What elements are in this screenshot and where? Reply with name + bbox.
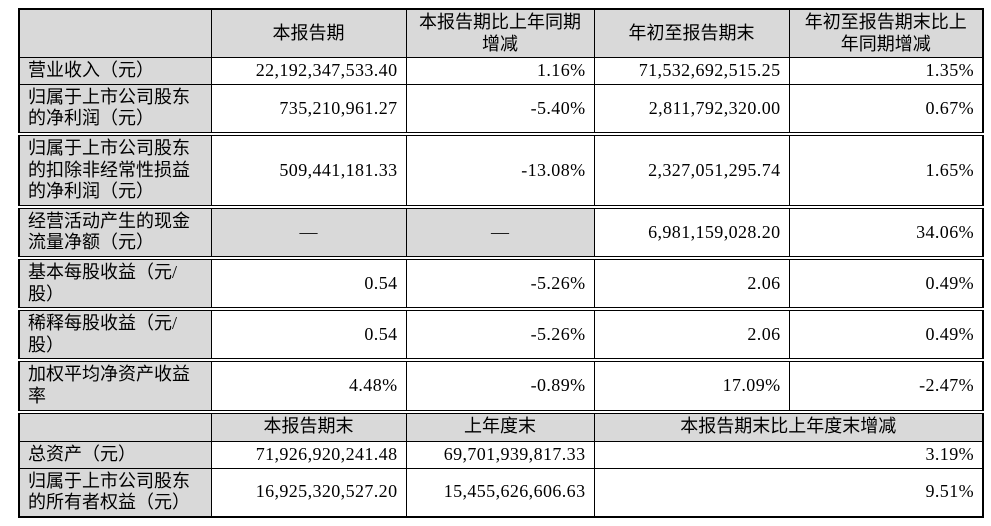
row-label: 归属于上市公司股东的扣除非经常性损益的净利润（元） xyxy=(18,131,212,208)
row-label: 基本每股收益（元/股） xyxy=(18,255,212,310)
value-ytd: 17.09% xyxy=(593,358,790,413)
value-current: 735,210,961.27 xyxy=(210,83,407,135)
value-yoy: -5.26% xyxy=(405,307,595,361)
value-yoy: -0.89% xyxy=(405,358,595,413)
value-ytd-yoy: 1.35% xyxy=(788,57,984,85)
row-label: 稀释每股收益（元/股） xyxy=(18,307,212,361)
value-ytd-yoy: 34.06% xyxy=(788,204,984,259)
table-row-net-profit: 归属于上市公司股东的净利润（元） 735,210,961.27 -5.40% 2… xyxy=(18,83,984,135)
value-ytd: 71,532,692,515.25 xyxy=(593,57,790,85)
value-prior-year-end: 69,701,939,817.33 xyxy=(405,441,595,469)
header-period-end-change: 本报告期末比上年度末增减 xyxy=(593,409,984,442)
value-ytd-yoy: -2.47% xyxy=(788,358,984,413)
table-row-equity: 归属于上市公司股东的所有者权益（元） 16,925,320,527.20 15,… xyxy=(18,467,984,518)
value-current: 509,441,181.33 xyxy=(210,131,407,208)
header-current-period-yoy: 本报告期比上年同期增减 xyxy=(405,8,595,59)
value-change: 3.19% xyxy=(593,441,984,469)
value-current-dash: — xyxy=(210,204,407,259)
table-row-operating-cash-flow: 经营活动产生的现金流量净额（元） — — 6,981,159,028.20 34… xyxy=(18,204,984,259)
row-label: 经营活动产生的现金流量净额（元） xyxy=(18,204,212,259)
value-yoy: -5.40% xyxy=(405,83,595,135)
value-current: 22,192,347,533.40 xyxy=(210,57,407,85)
value-ytd-yoy: 0.67% xyxy=(788,83,984,135)
value-ytd: 2.06 xyxy=(593,255,790,310)
value-ytd-yoy: 1.65% xyxy=(788,131,984,208)
table-row-basic-eps: 基本每股收益（元/股） 0.54 -5.26% 2.06 0.49% xyxy=(18,255,984,310)
value-yoy-dash: — xyxy=(405,204,595,259)
value-yoy: -13.08% xyxy=(405,131,595,208)
table-row-weighted-avg-roe: 加权平均净资产收益率 4.48% -0.89% 17.09% -2.47% xyxy=(18,358,984,413)
table-row-total-assets: 总资产（元） 71,926,920,241.48 69,701,939,817.… xyxy=(18,441,984,469)
value-prior-year-end: 15,455,626,606.63 xyxy=(405,467,595,518)
value-current: 0.54 xyxy=(210,307,407,361)
table-row-net-profit-excl-nonrecurring: 归属于上市公司股东的扣除非经常性损益的净利润（元） 509,441,181.33… xyxy=(18,131,984,208)
value-period-end: 71,926,920,241.48 xyxy=(210,441,407,469)
value-ytd: 6,981,159,028.20 xyxy=(593,204,790,259)
table-header-row-period: 本报告期 本报告期比上年同期增减 年初至报告期末 年初至报告期末比上年同期增减 xyxy=(18,8,984,59)
value-current: 4.48% xyxy=(210,358,407,413)
table-row-diluted-eps: 稀释每股收益（元/股） 0.54 -5.26% 2.06 0.49% xyxy=(18,307,984,361)
value-yoy: 1.16% xyxy=(405,57,595,85)
table-row-revenue: 营业收入（元） 22,192,347,533.40 1.16% 71,532,6… xyxy=(18,57,984,85)
header-prior-year-end: 上年度末 xyxy=(405,409,595,442)
value-current: 0.54 xyxy=(210,255,407,310)
financial-summary-table: 本报告期 本报告期比上年同期增减 年初至报告期末 年初至报告期末比上年同期增减 … xyxy=(18,8,984,518)
value-yoy: -5.26% xyxy=(405,255,595,310)
header2-corner-cell xyxy=(18,409,212,442)
header-current-period: 本报告期 xyxy=(210,8,407,59)
header-ytd: 年初至报告期末 xyxy=(593,8,790,59)
row-label: 总资产（元） xyxy=(18,441,212,469)
row-label: 归属于上市公司股东的净利润（元） xyxy=(18,83,212,135)
row-label: 归属于上市公司股东的所有者权益（元） xyxy=(18,467,212,518)
value-change: 9.51% xyxy=(593,467,984,518)
header-period-end: 本报告期末 xyxy=(210,409,407,442)
value-ytd-yoy: 0.49% xyxy=(788,307,984,361)
table-header-row-position: 本报告期末 上年度末 本报告期末比上年度末增减 xyxy=(18,409,984,442)
value-ytd: 2,811,792,320.00 xyxy=(593,83,790,135)
value-ytd: 2.06 xyxy=(593,307,790,361)
row-label: 加权平均净资产收益率 xyxy=(18,358,212,413)
value-ytd-yoy: 0.49% xyxy=(788,255,984,310)
row-label: 营业收入（元） xyxy=(18,57,212,85)
header-ytd-yoy: 年初至报告期末比上年同期增减 xyxy=(788,8,984,59)
value-ytd: 2,327,051,295.74 xyxy=(593,131,790,208)
header-corner-cell xyxy=(18,8,212,59)
value-period-end: 16,925,320,527.20 xyxy=(210,467,407,518)
